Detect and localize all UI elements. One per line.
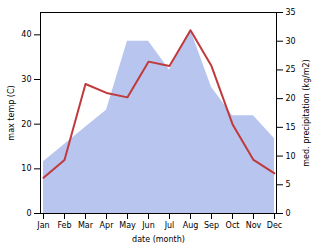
- svg-text:Oct: Oct: [226, 221, 240, 230]
- svg-text:Jun: Jun: [141, 221, 155, 230]
- svg-text:0: 0: [26, 209, 31, 218]
- svg-text:Jan: Jan: [36, 221, 49, 230]
- svg-text:30: 30: [21, 75, 31, 84]
- svg-text:max temp (C): max temp (C): [7, 85, 16, 140]
- svg-text:15: 15: [286, 123, 296, 132]
- svg-text:Nov: Nov: [246, 221, 262, 230]
- svg-text:10: 10: [286, 152, 296, 161]
- svg-text:Mar: Mar: [78, 221, 94, 230]
- svg-text:35: 35: [286, 8, 296, 17]
- svg-text:date (month): date (month): [132, 235, 185, 244]
- svg-text:Sep: Sep: [204, 221, 219, 230]
- svg-text:May: May: [119, 221, 136, 230]
- svg-text:40: 40: [21, 30, 31, 39]
- svg-text:30: 30: [286, 37, 296, 46]
- svg-text:10: 10: [21, 164, 31, 173]
- svg-text:Feb: Feb: [57, 221, 71, 230]
- svg-text:Aug: Aug: [183, 221, 199, 230]
- svg-text:0: 0: [286, 209, 291, 218]
- svg-text:5: 5: [286, 180, 291, 189]
- svg-text:med. precipitation (kg/m2): med. precipitation (kg/m2): [302, 59, 311, 166]
- svg-text:20: 20: [21, 120, 31, 129]
- svg-text:25: 25: [286, 65, 296, 74]
- svg-text:20: 20: [286, 94, 296, 103]
- svg-text:Apr: Apr: [100, 221, 115, 230]
- svg-text:Jul: Jul: [164, 221, 175, 230]
- svg-text:Dec: Dec: [267, 221, 282, 230]
